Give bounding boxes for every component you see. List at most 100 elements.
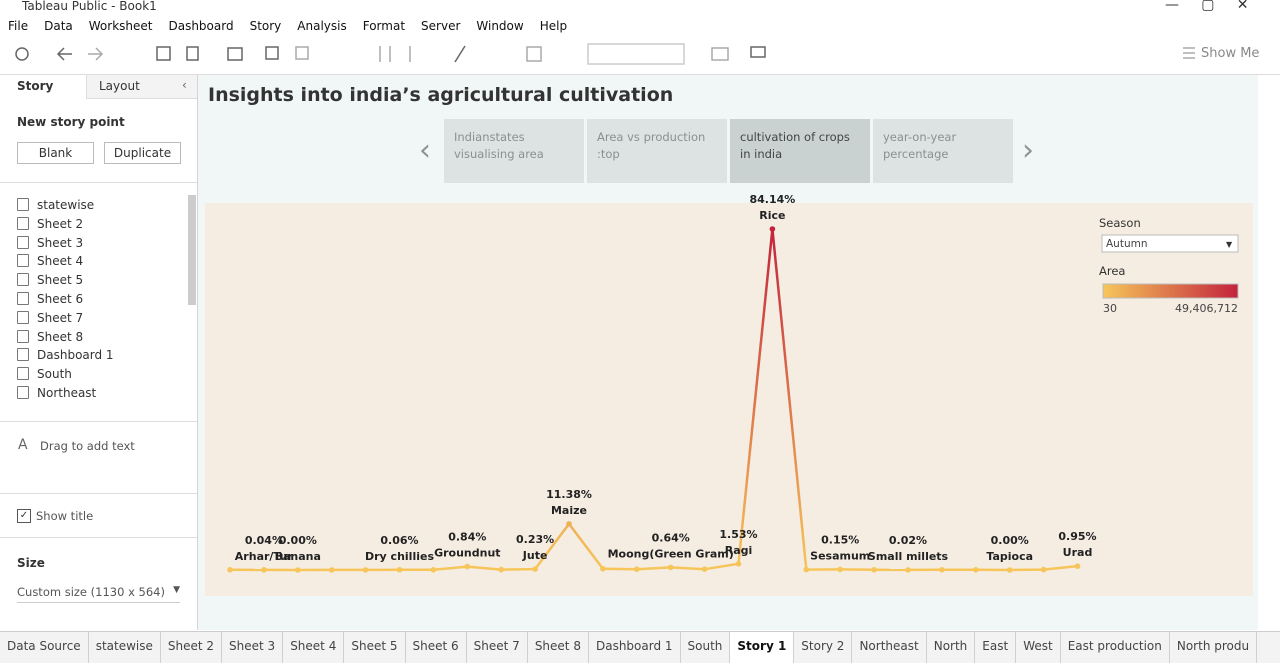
- point: [939, 567, 945, 573]
- value-label: 11.38%: [546, 488, 592, 501]
- value-label: 0.64%: [652, 531, 690, 544]
- new-story-point-label: New story point: [17, 115, 125, 129]
- sheet-icon: [17, 367, 29, 380]
- menu-item[interactable]: Format: [355, 17, 413, 35]
- point: [600, 566, 606, 572]
- sheet-item[interactable]: Sheet 7: [17, 309, 187, 327]
- sheet-icon: [17, 254, 29, 267]
- sheet-list: statewise Sheet 2 Sheet 3 Sheet 4 Sheet 5 She…: [17, 196, 187, 408]
- sheet-icon: [17, 348, 29, 361]
- story-tab[interactable]: Story: [0, 75, 86, 99]
- blank-button[interactable]: Blank: [17, 142, 94, 164]
- size-value: Custom size (1130 x 564): [17, 585, 165, 599]
- point: [634, 566, 640, 572]
- category-label: Small millets: [868, 550, 949, 563]
- color-legend-title: Area: [1099, 264, 1125, 278]
- sheet-item[interactable]: Dashboard 1: [17, 346, 187, 364]
- point: [770, 226, 776, 232]
- menu-item[interactable]: Data: [36, 17, 81, 35]
- sheet-tab[interactable]: Sheet 2: [161, 632, 222, 663]
- point: [431, 567, 437, 573]
- point: [736, 561, 742, 567]
- show-title-label: Show title: [36, 509, 93, 523]
- sheet-name: Sheet 2: [37, 217, 83, 231]
- sheet-icon: [17, 273, 29, 286]
- sheet-item[interactable]: Sheet 6: [17, 290, 187, 308]
- layout-tab[interactable]: Layout: [86, 75, 197, 99]
- size-dropdown[interactable]: Custom size (1130 x 564)▼: [17, 585, 180, 603]
- sheet-tab[interactable]: East: [975, 632, 1016, 663]
- category-label: Maize: [551, 504, 587, 517]
- sheet-tab[interactable]: Sheet 5: [344, 632, 405, 663]
- legend-max: 49,406,712: [1175, 302, 1238, 315]
- category-label: Tapioca: [986, 550, 1033, 563]
- show-me-button[interactable]: Show Me: [1201, 46, 1259, 61]
- sheet-tab[interactable]: Sheet 7: [467, 632, 528, 663]
- sheet-tab[interactable]: Sheet 8: [528, 632, 589, 663]
- sheet-tab[interactable]: Dashboard 1: [589, 632, 681, 663]
- sheet-name: Dashboard 1: [37, 348, 114, 362]
- sheet-item[interactable]: Sheet 8: [17, 328, 187, 346]
- sheet-tab[interactable]: Data Source: [0, 632, 89, 663]
- point: [973, 567, 979, 573]
- sheet-tab[interactable]: East production: [1061, 632, 1170, 663]
- sheet-item[interactable]: statewise: [17, 196, 187, 214]
- point: [397, 567, 403, 573]
- sheet-item[interactable]: South: [17, 365, 187, 383]
- sheet-name: Sheet 5: [37, 273, 83, 287]
- color-ramp: [1103, 284, 1238, 298]
- toolbar-icons: [0, 36, 1280, 74]
- point: [837, 567, 843, 573]
- menu-item[interactable]: Story: [242, 17, 290, 35]
- category-label: Dry chillies: [365, 550, 434, 563]
- duplicate-button[interactable]: Duplicate: [104, 142, 181, 164]
- sheet-item[interactable]: Sheet 4: [17, 252, 187, 270]
- sheet-name: Sheet 3: [37, 236, 83, 250]
- menu-item[interactable]: Server: [413, 17, 468, 35]
- value-label: 0.84%: [448, 531, 486, 544]
- sheet-tab[interactable]: Sheet 4: [283, 632, 344, 663]
- category-label: Urad: [1063, 546, 1093, 559]
- line-segment: [501, 569, 535, 570]
- sheet-item[interactable]: Sheet 5: [17, 271, 187, 289]
- sheet-item[interactable]: Northeast: [17, 384, 187, 402]
- point: [329, 567, 335, 573]
- point: [498, 567, 504, 573]
- sheet-name: South: [37, 367, 72, 381]
- divider: [0, 182, 197, 183]
- sheet-tab[interactable]: West: [1016, 632, 1061, 663]
- menu-item[interactable]: Help: [532, 17, 575, 35]
- sheet-tab[interactable]: Sheet 6: [406, 632, 467, 663]
- drag-text[interactable]: Drag to add text: [40, 439, 135, 453]
- menu-item[interactable]: File: [0, 17, 36, 35]
- sheet-tab[interactable]: North produ: [1170, 632, 1257, 663]
- show-title-checkbox[interactable]: ✓: [17, 509, 31, 523]
- collapse-button[interactable]: ‹: [182, 78, 187, 92]
- point: [804, 567, 810, 573]
- sheet-item[interactable]: Sheet 2: [17, 215, 187, 233]
- point: [295, 567, 301, 573]
- sheet-tab[interactable]: Sheet 3: [222, 632, 283, 663]
- menu-item[interactable]: Worksheet: [81, 17, 161, 35]
- sheet-name: Sheet 6: [37, 292, 83, 306]
- point: [1007, 567, 1013, 573]
- sheet-tab[interactable]: Story 2: [794, 632, 852, 663]
- point: [566, 521, 572, 527]
- menu-item[interactable]: Window: [468, 17, 531, 35]
- menu-item[interactable]: Dashboard: [160, 17, 241, 35]
- sheet-tab[interactable]: Northeast: [852, 632, 926, 663]
- point: [1075, 563, 1081, 569]
- sheet-tab[interactable]: statewise: [89, 632, 161, 663]
- sheet-tab[interactable]: Story 1: [730, 632, 794, 663]
- window-controls[interactable]: — ▢ ✕: [1165, 0, 1248, 13]
- category-label: Rice: [759, 209, 785, 222]
- menu-item[interactable]: Analysis: [289, 17, 354, 35]
- sheet-item[interactable]: Sheet 3: [17, 234, 187, 252]
- line-segment: [637, 567, 671, 569]
- sheet-tab[interactable]: South: [681, 632, 731, 663]
- sheet-tab[interactable]: North: [927, 632, 976, 663]
- story-area: Insights into india’s agricultural culti…: [198, 75, 1280, 630]
